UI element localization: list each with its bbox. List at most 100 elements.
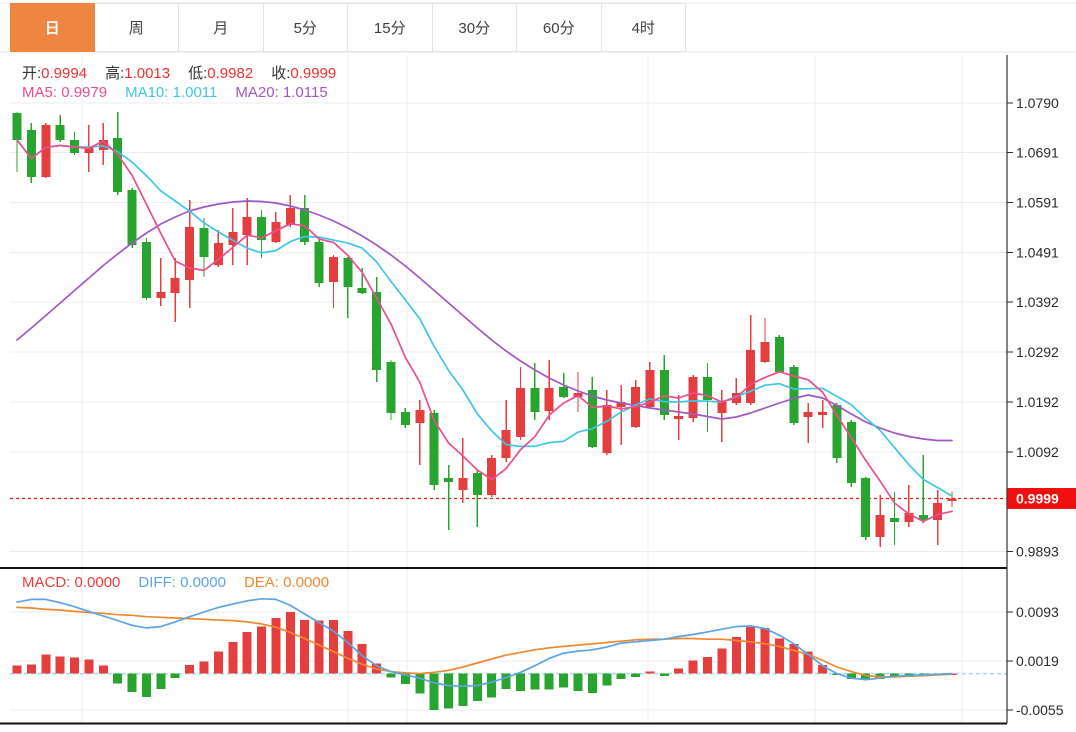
candle-body (818, 412, 828, 415)
candle-body (530, 388, 540, 412)
diff-line (16, 597, 953, 688)
macd-bar (228, 641, 238, 674)
candle-body (386, 362, 396, 413)
candle-body (846, 422, 856, 483)
candle-body (487, 458, 497, 495)
macd-bar (602, 673, 612, 686)
tab-60min[interactable]: 60分 (517, 3, 602, 52)
tab-month[interactable]: 月 (179, 3, 264, 52)
candle-body (41, 125, 51, 177)
macd-bar (501, 673, 511, 689)
macd-bar (659, 673, 669, 677)
candle-body (400, 412, 410, 425)
candle-body (904, 513, 914, 522)
candle-body (199, 228, 209, 257)
gridlines (10, 55, 1007, 724)
macd-bar (616, 673, 626, 679)
macd-bar (746, 627, 756, 674)
macd-bar (774, 638, 784, 674)
macd-bar (515, 673, 525, 691)
macd-bar (213, 651, 223, 674)
tab-4hour[interactable]: 4时 (601, 3, 686, 52)
candle-body (472, 473, 482, 495)
axis-tick-label: 0.9893 (1016, 544, 1059, 560)
ohlc-legend: 开:0.9994 高:1.0013 低:0.9982 收:0.9999 (22, 62, 354, 83)
macd-bar (127, 673, 137, 693)
tab-week[interactable]: 周 (94, 3, 179, 52)
candle-body (213, 243, 223, 265)
dea-label: DEA: (243, 574, 279, 591)
close-value: 0.9999 (290, 65, 337, 82)
candle-body (861, 478, 871, 537)
macd-bar (559, 673, 569, 688)
axis-tick-label: 1.0691 (1016, 145, 1059, 161)
macd-bar (98, 665, 108, 674)
candle-body (458, 478, 468, 490)
ma10-value: 1.0011 (172, 84, 218, 101)
macd-bar (343, 631, 353, 674)
tab-5min[interactable]: 5分 (263, 3, 348, 52)
high-label: 高: (105, 65, 125, 82)
axis-tick-label: 0.0093 (1016, 604, 1059, 620)
candle-body (429, 413, 439, 485)
macd-bar (530, 673, 540, 690)
diff-value: 0.0000 (180, 574, 226, 591)
macd-bar (400, 673, 410, 685)
macd-bar (113, 673, 123, 684)
candle-body (444, 478, 454, 482)
axis-tick-label: 1.0192 (1016, 394, 1059, 410)
tab-15min[interactable]: 15分 (348, 3, 433, 52)
macd-bar (185, 664, 195, 674)
candle-body (587, 390, 597, 447)
candle-body (515, 388, 525, 437)
candle-body (55, 125, 65, 140)
macd-bar (861, 673, 871, 681)
candle-body (314, 242, 324, 283)
candle-body (185, 227, 195, 280)
macd-bar (328, 619, 338, 674)
macd-bar (544, 673, 554, 690)
macd-bar (631, 673, 641, 677)
candle-body (271, 222, 281, 242)
macd-bar (789, 643, 799, 674)
candle-body (415, 410, 425, 423)
candle-body (674, 416, 684, 419)
macd-bar (70, 657, 80, 674)
open-value: 0.9994 (41, 65, 88, 82)
period-tabbar: 日 周 月 5分 15分 30分 60分 4时 (10, 3, 686, 52)
axis-tick-label: 1.0092 (1016, 444, 1059, 460)
candle-body (659, 370, 669, 415)
macd-bar (415, 673, 425, 694)
candle-body (918, 515, 928, 520)
candle-body (12, 113, 22, 140)
candle-body (616, 402, 626, 407)
close-label: 收: (271, 65, 291, 82)
current-price-label-box (1007, 488, 1076, 509)
high-value: 1.0013 (124, 65, 171, 82)
macd-bar (731, 637, 741, 674)
macd-bar (199, 661, 209, 674)
candle-body (746, 350, 756, 403)
axis-tick-label: 0.0019 (1016, 653, 1059, 669)
candle-body (26, 130, 36, 177)
candle-body (357, 288, 367, 293)
macd-bar (587, 673, 597, 693)
candle-body (832, 405, 842, 458)
current-price-label: 0.9999 (1016, 491, 1059, 507)
candle-body (343, 258, 353, 287)
candle-body (84, 147, 94, 153)
candle-body (170, 278, 180, 293)
dea-line (16, 606, 953, 678)
macd-bar (26, 664, 36, 674)
macd-bar (285, 612, 295, 674)
macd-bar (444, 673, 454, 709)
candle-body (559, 387, 569, 397)
tab-30min[interactable]: 30分 (432, 3, 517, 52)
macd-legend: MACD: 0.0000 DIFF: 0.0000 DEA: 0.0000 (22, 574, 347, 591)
candle-body (717, 402, 727, 413)
macd-bar (41, 654, 51, 674)
macd-bar (472, 673, 482, 701)
tab-day[interactable]: 日 (10, 3, 95, 52)
